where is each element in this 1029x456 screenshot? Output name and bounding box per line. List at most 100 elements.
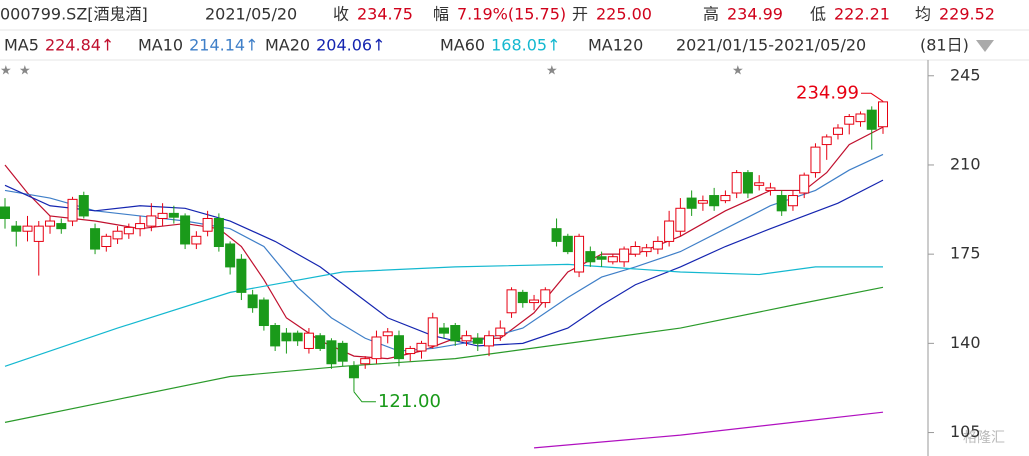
candle-body bbox=[540, 289, 551, 304]
candle-body bbox=[844, 116, 855, 125]
candle-body bbox=[45, 220, 56, 227]
candle-body bbox=[135, 223, 146, 230]
candle-body bbox=[731, 172, 742, 194]
star: ★ bbox=[0, 64, 12, 79]
candle-body bbox=[101, 235, 112, 248]
ma-line bbox=[4, 263, 883, 367]
candle-body bbox=[607, 256, 618, 263]
quote-label: 均 bbox=[915, 5, 931, 24]
quote-value: 234.99 bbox=[727, 5, 783, 24]
date: 2021/05/20 bbox=[205, 5, 297, 24]
candle-body bbox=[213, 217, 224, 248]
candle-body bbox=[742, 172, 753, 194]
candle-body bbox=[416, 342, 427, 352]
star: ★ bbox=[732, 64, 744, 79]
candle-body bbox=[709, 195, 720, 207]
y-tick-label: 105 bbox=[950, 422, 981, 441]
candle-body bbox=[258, 299, 269, 327]
candle-body bbox=[382, 331, 393, 337]
quote-value: 7.19%(15.75) bbox=[457, 5, 566, 24]
candle-body bbox=[506, 289, 517, 314]
candle-body bbox=[574, 235, 585, 273]
candle-body bbox=[652, 240, 663, 250]
candle-body bbox=[337, 342, 348, 362]
candle-body bbox=[67, 198, 78, 222]
range: 2021/01/15-2021/05/20 bbox=[676, 36, 866, 55]
candle-body bbox=[675, 207, 686, 232]
candle-body bbox=[765, 187, 776, 191]
quote-value: 222.21 bbox=[834, 5, 890, 24]
candle-body bbox=[517, 291, 528, 304]
annotation: 121.00 bbox=[378, 391, 441, 412]
candle-body bbox=[393, 335, 404, 360]
candle-body bbox=[754, 182, 765, 186]
watermark: 格隆汇 bbox=[963, 430, 1005, 446]
candle-body bbox=[360, 358, 371, 365]
candle-body bbox=[405, 347, 416, 355]
candle-body bbox=[585, 251, 596, 263]
candle-body bbox=[810, 146, 821, 174]
candle-body bbox=[641, 247, 652, 253]
candle-body bbox=[112, 230, 123, 240]
y-tick-label: 210 bbox=[950, 154, 981, 173]
ma-line bbox=[533, 411, 884, 449]
candle-body bbox=[326, 340, 337, 365]
y-tick-label: 175 bbox=[950, 244, 981, 263]
star: ★ bbox=[546, 64, 558, 79]
candle-body bbox=[303, 332, 314, 349]
candle-body bbox=[371, 336, 382, 360]
legend-name: MA60 bbox=[440, 36, 485, 55]
candle-body bbox=[90, 228, 101, 250]
candle-body bbox=[168, 212, 179, 218]
dropdown-icon[interactable] bbox=[976, 40, 994, 52]
legend-name: MA20 bbox=[265, 36, 310, 55]
candle-body bbox=[0, 206, 10, 219]
candle-body bbox=[720, 195, 731, 202]
ma-line bbox=[4, 286, 884, 423]
candle-body bbox=[22, 225, 33, 232]
candle-body bbox=[146, 215, 157, 227]
candle-body bbox=[439, 327, 449, 334]
legend-name: MA5 bbox=[4, 36, 39, 55]
candle-body bbox=[562, 235, 573, 253]
candle-body bbox=[855, 113, 866, 123]
candle-body bbox=[787, 195, 798, 207]
candle-body bbox=[664, 220, 675, 242]
candle-body bbox=[11, 225, 22, 232]
candle-body bbox=[281, 332, 292, 342]
candle-body bbox=[450, 325, 461, 342]
legend-name: MA120 bbox=[588, 36, 643, 55]
candle-body bbox=[799, 174, 810, 194]
stars: ★ ★ ★ ★ bbox=[0, 64, 744, 79]
candle-body bbox=[225, 243, 236, 268]
annotation-leader bbox=[353, 391, 376, 403]
y-tick-label: 245 bbox=[950, 65, 981, 84]
candle-body bbox=[878, 101, 888, 128]
quote-value: 234.75 bbox=[357, 5, 413, 24]
candle-body bbox=[202, 217, 213, 232]
candle-body bbox=[157, 212, 168, 219]
legend-name: MA10 bbox=[138, 36, 183, 55]
candle-body bbox=[427, 317, 438, 347]
candle-body bbox=[484, 335, 495, 347]
quote-value: 225.00 bbox=[596, 5, 652, 24]
candle-body bbox=[551, 228, 562, 242]
candle-body bbox=[630, 246, 641, 255]
legend-value: 204.06↑ bbox=[316, 36, 385, 55]
candle-body bbox=[56, 223, 67, 230]
quote-label: 高 bbox=[703, 5, 719, 24]
candle-body bbox=[270, 325, 281, 347]
candle-body bbox=[697, 200, 708, 204]
candle-body bbox=[596, 256, 607, 260]
quote-value: 229.52 bbox=[939, 5, 995, 24]
candle-body bbox=[776, 195, 787, 212]
plot: 234.99 121.00 bbox=[0, 82, 888, 449]
candle-body bbox=[529, 299, 540, 304]
legend-value: 168.05↑ bbox=[491, 36, 560, 55]
days: (81日) bbox=[920, 36, 969, 55]
quote-label: 收 bbox=[333, 5, 349, 24]
candle-body bbox=[180, 215, 191, 245]
candle-body bbox=[33, 225, 44, 242]
